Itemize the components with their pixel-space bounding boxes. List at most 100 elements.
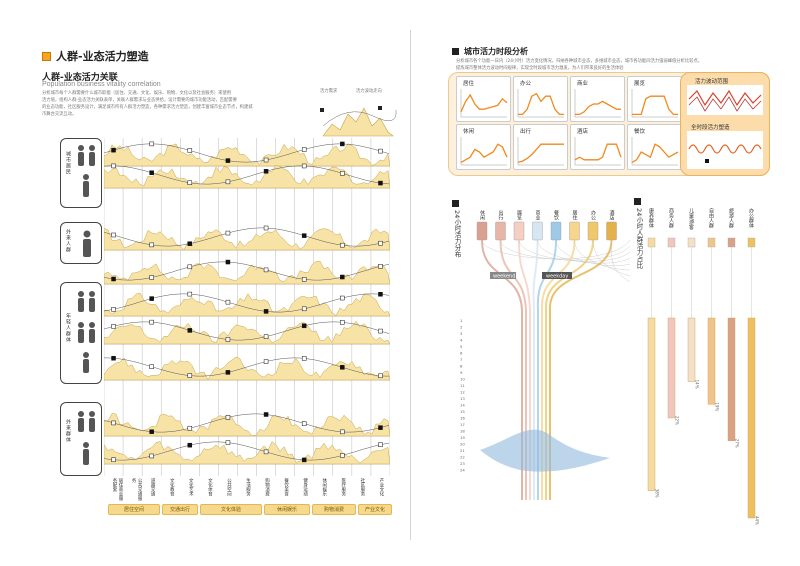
- flow-envelope: [480, 429, 610, 472]
- vitality-marker: [187, 442, 193, 448]
- function-curve: [574, 137, 622, 166]
- vitality-marker: [225, 158, 231, 163]
- vitality-area: [104, 143, 390, 167]
- vitality-marker: [378, 373, 383, 379]
- vitality-marker: [378, 148, 383, 154]
- hour-tick: 8: [460, 364, 463, 369]
- hour-tick: 18: [460, 429, 465, 434]
- category-label: 文化教育: [169, 478, 175, 496]
- function-curve: [460, 137, 508, 166]
- flow-node-label: 出行: [498, 209, 504, 221]
- hour-tick: 9: [460, 370, 463, 375]
- hour-tick: 14: [460, 403, 465, 408]
- vitality-marker: [187, 373, 193, 378]
- vitality-marker: [301, 421, 307, 426]
- function-curve: [631, 137, 679, 166]
- category-label-row: 居住商业服务配套 公共交通服务 道路交通 文化教育 文化艺术 文化体育 公共空间 生活服务 购物…: [108, 478, 390, 504]
- vitality-marker: [225, 299, 231, 305]
- hour-tick: 17: [460, 422, 465, 427]
- category-label: 健身运动: [302, 478, 308, 496]
- vitality-marker: [340, 171, 345, 176]
- vitality-marker: [301, 163, 307, 169]
- function-name: 出行: [520, 129, 532, 135]
- vitality-marker: [187, 291, 193, 297]
- flow-link: [537, 239, 630, 264]
- vitality-marker: [378, 180, 383, 186]
- vitality-marker: [301, 306, 307, 312]
- vitality-area: [104, 260, 390, 285]
- vitality-area: [104, 413, 390, 437]
- function-name: 餐饮: [634, 129, 646, 135]
- function-name: 酒店: [577, 129, 589, 135]
- flow-stream: [548, 239, 613, 500]
- vitality-marker: [187, 180, 193, 185]
- vitality-marker: [378, 328, 383, 334]
- ratio-swatch: [727, 237, 736, 248]
- hour-tick: 3: [460, 331, 463, 336]
- function-panel: 展览: [627, 76, 682, 122]
- group-box-visitors: 外来人群: [60, 222, 102, 264]
- wave-range-chart: [687, 85, 763, 115]
- vitality-matrix: [104, 138, 390, 476]
- category-label: 公共交通服务: [131, 478, 143, 501]
- ratio-pct: 14%: [695, 380, 700, 389]
- left-paragraph: 分析城市每个人群需要什么城市职能（居住、交通、文化、娱乐、购物、文化以及社会服务…: [42, 91, 253, 117]
- hour-tick: 1: [460, 318, 463, 323]
- vitality-marker: [301, 233, 307, 238]
- right-section-title: 城市活力时段分析: [452, 46, 528, 57]
- vitality-marker: [340, 429, 345, 435]
- function-panel: 出行: [513, 124, 568, 170]
- wave-title-alltime: 全时段活力塑造: [691, 125, 730, 131]
- category-label: 购物消费: [264, 478, 270, 496]
- vitality-marker: [149, 275, 154, 280]
- category-label: 道路交通: [150, 478, 156, 496]
- vitality-marker: [301, 277, 307, 282]
- vitality-marker: [187, 264, 193, 270]
- ratio-pct: 19%: [715, 402, 720, 411]
- vitality-marker: [111, 147, 116, 153]
- vitality-marker: [340, 295, 345, 301]
- function-curve: [631, 89, 678, 118]
- vitality-marker: [111, 163, 116, 169]
- vitality-marker: [225, 259, 231, 265]
- flow-node-label: 商业: [535, 209, 541, 220]
- vitality-marker: [111, 324, 116, 329]
- vitality-marker: [378, 292, 383, 297]
- vitality-wave-panel: 活力波动范围 全时段活力塑造: [680, 72, 770, 176]
- vitality-marker: [149, 170, 154, 175]
- ratio-bar: [667, 317, 676, 419]
- vitality-area: [104, 292, 390, 317]
- vitality-marker: [111, 420, 116, 426]
- ratio-swatch: [707, 237, 716, 248]
- vitality-marker: [111, 457, 116, 463]
- vitality-area: [104, 164, 390, 189]
- hour-tick: 13: [460, 396, 465, 401]
- ratio-group-label: 商务人群: [668, 207, 674, 229]
- flow-node-label: 酒店: [609, 209, 615, 221]
- category-label: 文化体育: [207, 478, 213, 496]
- group-box-residents: 城市居民: [60, 138, 102, 208]
- ratio-pct: 38%: [655, 489, 660, 498]
- ratio-swatch: [667, 237, 676, 248]
- youth-people-icon: [78, 291, 95, 373]
- vitality-marker: [378, 425, 383, 430]
- vitality-marker: [301, 323, 307, 329]
- category-label: 公共空间: [226, 478, 232, 496]
- flow-title: 24小时活力分布: [452, 200, 462, 261]
- flow-node-label: 餐饮: [553, 209, 559, 221]
- vitality-marker: [301, 457, 307, 463]
- vitality-marker: [111, 355, 116, 361]
- pill-transport: 交通出行: [162, 504, 198, 515]
- flow-node-label: 居住: [572, 210, 578, 220]
- orange-square-icon: [42, 51, 51, 61]
- category-label: 社区服务: [359, 478, 365, 496]
- ratio-swatch: [747, 237, 756, 248]
- function-panel: 居住: [456, 76, 511, 122]
- hour-tick: 22: [460, 455, 465, 460]
- ratio-swatch: [687, 237, 696, 248]
- hour-tick: 20: [460, 442, 465, 447]
- flow-node: [513, 221, 525, 241]
- ratio-bar: [747, 317, 756, 519]
- vitality-area: [104, 320, 390, 345]
